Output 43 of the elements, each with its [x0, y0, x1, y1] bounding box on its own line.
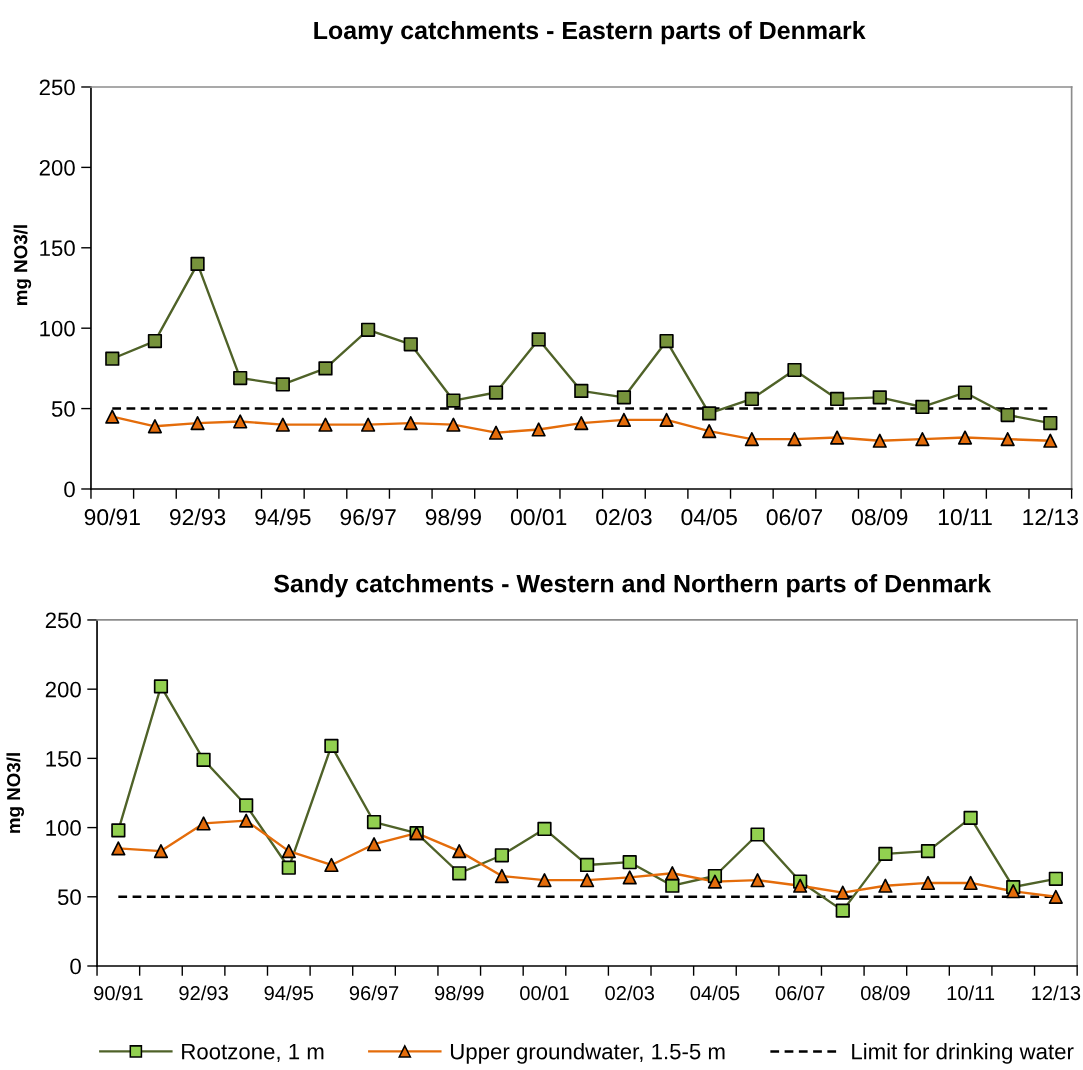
y-tick-label: 150: [40, 240, 75, 257]
x-tick-label: 10/11: [947, 985, 995, 1001]
x-tick-label: 04/05: [690, 985, 740, 1001]
y-tick-label: 250: [45, 612, 81, 629]
y-tick-label: 0: [70, 958, 81, 975]
x-tick-label: 90/91: [94, 985, 143, 1001]
x-tick-label: 08/09: [851, 508, 908, 526]
x-tick-label: 92/93: [179, 985, 228, 1001]
y-tick-label: 0: [64, 481, 75, 498]
x-tick-label: 06/07: [775, 985, 825, 1001]
y-tick-label: 50: [57, 889, 81, 906]
x-tick-label: 12/13: [1032, 985, 1081, 1001]
x-tick-label: 12/13: [1023, 508, 1078, 526]
y-tick-label: 100: [46, 820, 81, 836]
x-tick-label: 02/03: [605, 985, 655, 1001]
x-tick-label: 96/97: [349, 985, 399, 1001]
y-tick-label: 250: [39, 79, 75, 96]
x-tick-label: 00/01: [520, 985, 569, 1001]
x-tick-label: 98/99: [425, 508, 481, 526]
y-axis-title: mg NO3/l: [6, 753, 25, 833]
x-tick-label: 94/95: [264, 985, 314, 1001]
legend-label: Limit for drinking water: [852, 1043, 1074, 1064]
legend-label: Upper groundwater, 1.5-5 m: [450, 1043, 725, 1064]
x-tick-label: 96/97: [340, 508, 396, 526]
x-tick-label: 04/05: [681, 508, 737, 526]
x-tick-label: 08/09: [860, 985, 910, 1001]
x-tick-label: 98/99: [435, 985, 484, 1001]
x-tick-label: 90/91: [84, 508, 140, 526]
x-tick-label: 06/07: [766, 508, 823, 526]
x-tick-label: 94/95: [255, 508, 311, 526]
y-axis-title: mg NO3/l: [13, 225, 32, 305]
y-tick-label: 50: [51, 401, 75, 417]
y-tick-label: 200: [39, 159, 75, 176]
y-tick-label: 200: [45, 681, 81, 698]
legend-label: Rootzone, 1 m: [182, 1043, 324, 1063]
chart-title: Loamy catchments - Eastern parts of Denmark: [314, 20, 866, 45]
x-tick-label: 10/11: [938, 508, 992, 526]
x-tick-label: 00/01: [510, 508, 567, 526]
x-tick-label: 92/93: [169, 508, 226, 526]
x-tick-label: 02/03: [596, 508, 652, 526]
chart-title: Sandy catchments - Western and Northern parts of Denmark: [274, 574, 992, 598]
y-tick-label: 150: [46, 750, 81, 767]
y-tick-label: 100: [40, 320, 75, 337]
